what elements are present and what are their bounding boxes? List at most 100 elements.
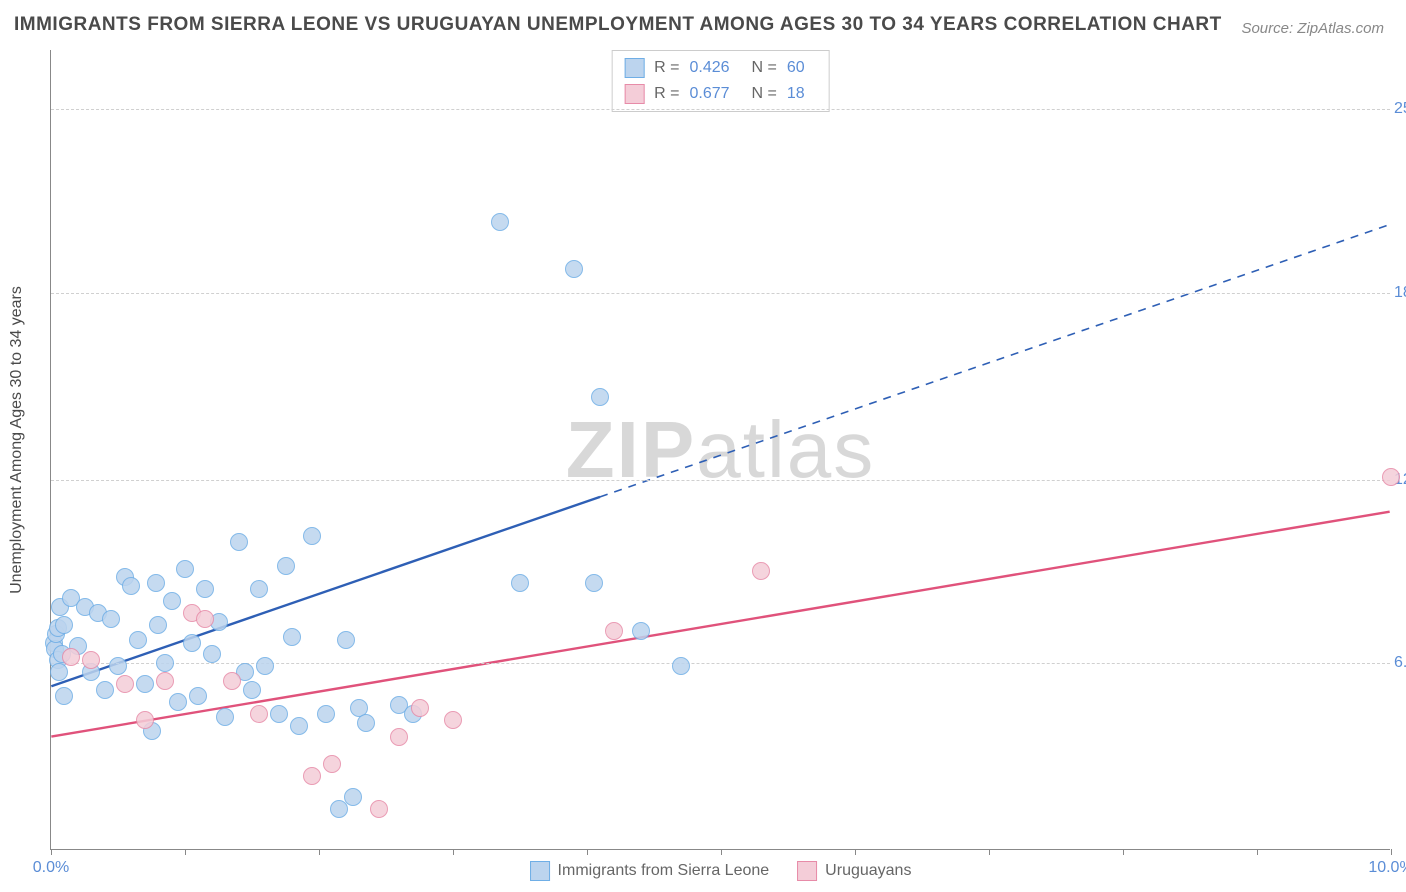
chart-title: IMMIGRANTS FROM SIERRA LEONE VS URUGUAYA…: [14, 14, 1222, 36]
data-point: [491, 213, 509, 231]
data-point: [290, 717, 308, 735]
data-point: [62, 648, 80, 666]
data-point: [357, 714, 375, 732]
data-point: [585, 574, 603, 592]
x-tick: [319, 849, 320, 855]
data-point: [230, 533, 248, 551]
correlation-legend: R = 0.426 N = 60 R = 0.677 N = 18: [611, 50, 830, 112]
legend-r-value: 0.677: [690, 85, 742, 103]
data-point: [50, 663, 68, 681]
legend-n-value: 18: [787, 85, 817, 103]
data-point: [216, 708, 234, 726]
data-point: [147, 574, 165, 592]
data-point: [96, 681, 114, 699]
y-tick-label: 25.0%: [1394, 100, 1406, 118]
x-tick: [721, 849, 722, 855]
data-point: [102, 610, 120, 628]
data-point: [390, 728, 408, 746]
data-point: [196, 580, 214, 598]
y-tick-label: 18.8%: [1394, 284, 1406, 302]
x-tick: [587, 849, 588, 855]
legend-r-value: 0.426: [690, 59, 742, 77]
data-point: [163, 592, 181, 610]
data-point: [136, 711, 154, 729]
data-point: [303, 527, 321, 545]
data-point: [323, 755, 341, 773]
trend-line: [51, 512, 1389, 737]
data-point: [176, 560, 194, 578]
legend-label: Uruguayans: [825, 862, 911, 880]
data-point: [632, 622, 650, 640]
data-point: [605, 622, 623, 640]
data-point: [82, 651, 100, 669]
data-point: [196, 610, 214, 628]
data-point: [411, 699, 429, 717]
legend-n-label: N =: [752, 59, 777, 77]
legend-r-label: R =: [654, 59, 679, 77]
data-point: [183, 634, 201, 652]
data-point: [189, 687, 207, 705]
legend-r-label: R =: [654, 85, 679, 103]
legend-item: Immigrants from Sierra Leone: [530, 861, 770, 881]
legend-swatch: [624, 58, 644, 78]
data-point: [344, 788, 362, 806]
data-point: [250, 580, 268, 598]
legend-label: Immigrants from Sierra Leone: [558, 862, 770, 880]
data-point: [250, 705, 268, 723]
data-point: [672, 657, 690, 675]
legend-swatch: [624, 84, 644, 104]
data-point: [223, 672, 241, 690]
gridline: [51, 293, 1390, 294]
data-point: [337, 631, 355, 649]
data-point: [317, 705, 335, 723]
y-axis-title: Unemployment Among Ages 30 to 34 years: [8, 286, 26, 594]
x-tick: [185, 849, 186, 855]
trend-line: [600, 225, 1390, 497]
data-point: [511, 574, 529, 592]
legend-swatch: [797, 861, 817, 881]
watermark: ZIPatlas: [566, 404, 875, 496]
data-point: [591, 388, 609, 406]
x-tick: [1123, 849, 1124, 855]
legend-n-value: 60: [787, 59, 817, 77]
data-point: [565, 260, 583, 278]
scatter-plot-area: ZIPatlas R =0.426N =60R =0.677N =18 Immi…: [50, 50, 1390, 850]
trend-lines-layer: [51, 50, 1390, 849]
x-tick: [1257, 849, 1258, 855]
data-point: [149, 616, 167, 634]
data-point: [303, 767, 321, 785]
legend-item: Uruguayans: [797, 861, 911, 881]
data-point: [55, 687, 73, 705]
x-tick-label: 0.0%: [33, 859, 69, 877]
x-tick: [855, 849, 856, 855]
data-point: [752, 562, 770, 580]
legend-n-label: N =: [752, 85, 777, 103]
data-point: [116, 675, 134, 693]
x-tick: [453, 849, 454, 855]
data-point: [1382, 468, 1400, 486]
data-point: [169, 693, 187, 711]
data-point: [256, 657, 274, 675]
gridline: [51, 663, 1390, 664]
data-point: [283, 628, 301, 646]
data-point: [156, 654, 174, 672]
data-point: [370, 800, 388, 818]
x-tick-label: 10.0%: [1368, 859, 1406, 877]
data-point: [55, 616, 73, 634]
data-point: [109, 657, 127, 675]
x-tick: [989, 849, 990, 855]
legend-row: R = 0.677 N = 18: [624, 81, 817, 107]
data-point: [129, 631, 147, 649]
gridline: [51, 109, 1390, 110]
data-point: [444, 711, 462, 729]
data-point: [156, 672, 174, 690]
data-point: [243, 681, 261, 699]
legend-row: R = 0.426 N = 60: [624, 55, 817, 81]
source-attribution: Source: ZipAtlas.com: [1241, 20, 1384, 37]
x-tick: [1391, 849, 1392, 855]
data-point: [136, 675, 154, 693]
y-tick-label: 6.3%: [1394, 654, 1406, 672]
legend-swatch: [530, 861, 550, 881]
data-point: [122, 577, 140, 595]
series-legend: Immigrants from Sierra Leone Uruguayans: [530, 861, 912, 881]
